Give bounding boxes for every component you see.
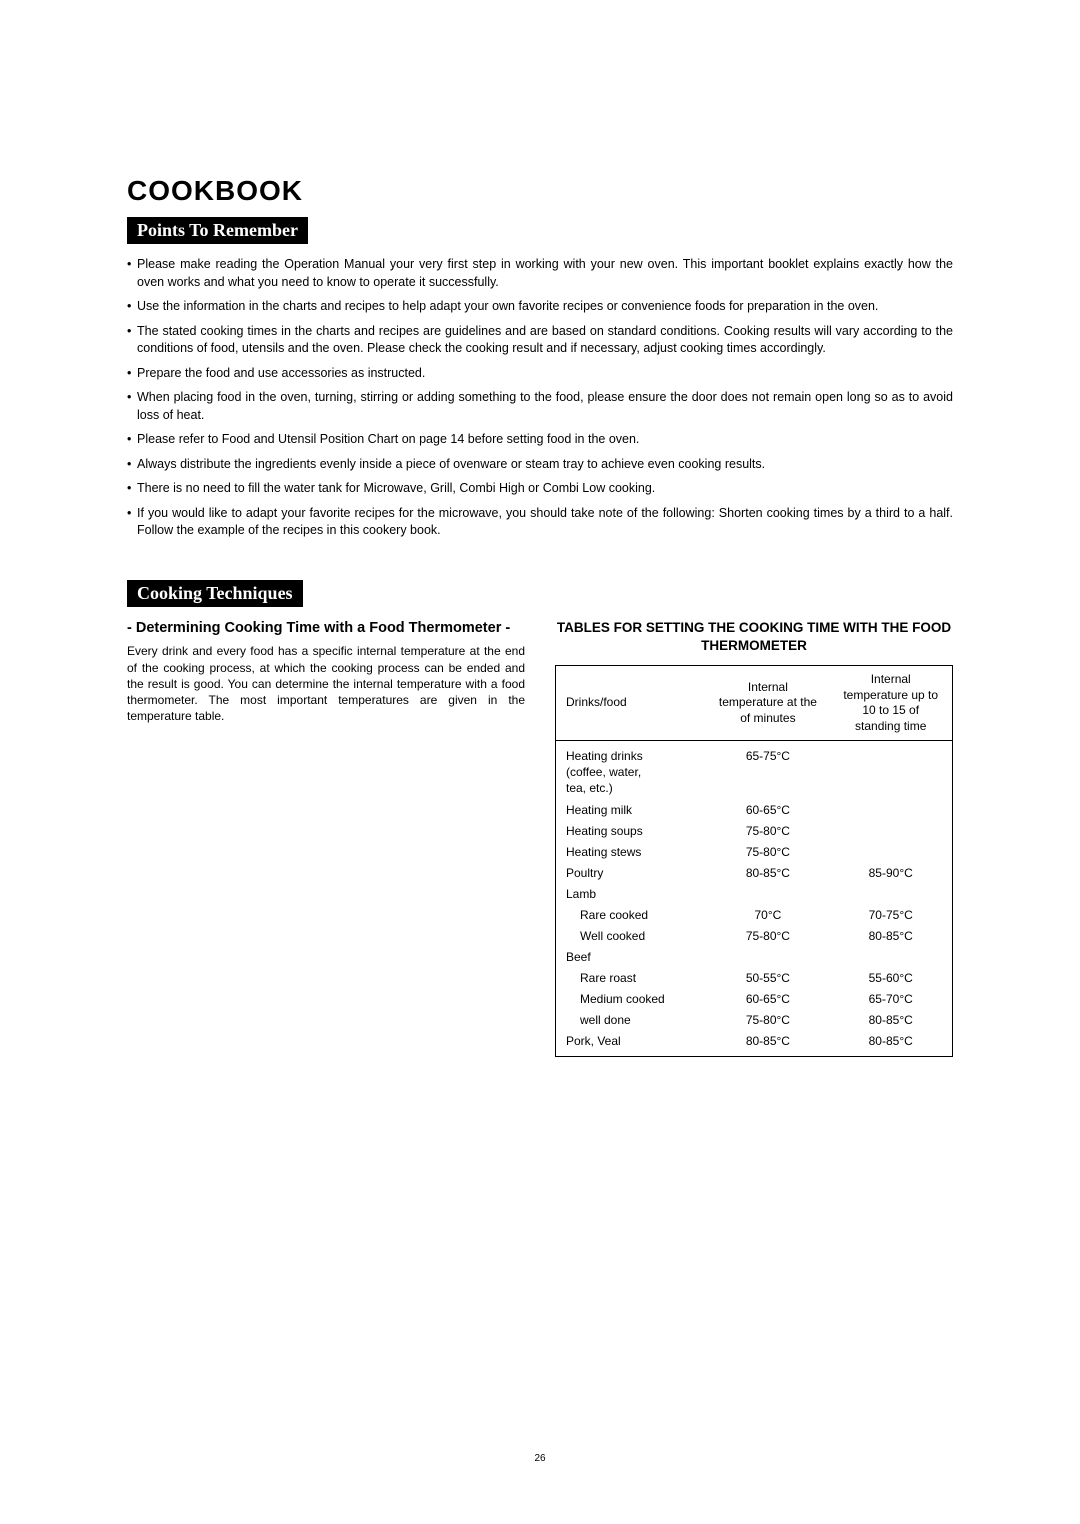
table-cell-food: Rare cooked: [556, 905, 707, 926]
bullet-item: Please refer to Food and Utensil Positio…: [127, 431, 953, 449]
table-cell-temp1: 75-80°C: [706, 1010, 829, 1031]
table-header-food: Drinks/food: [556, 665, 707, 740]
table-cell-temp2: 80-85°C: [829, 1031, 952, 1057]
table-cell-food: Lamb: [556, 884, 707, 905]
table-cell-food: Beef: [556, 947, 707, 968]
table-row: Well cooked75-80°C80-85°C: [556, 926, 953, 947]
table-cell-temp1: [706, 947, 829, 968]
page-number: 26: [534, 1453, 545, 1464]
table-cell-temp1: 80-85°C: [706, 1031, 829, 1057]
table-cell-food: Well cooked: [556, 926, 707, 947]
table-cell-temp2: [829, 842, 952, 863]
table-row: Heating soups75-80°C: [556, 821, 953, 842]
table-cell-temp1: 60-65°C: [706, 989, 829, 1010]
table-cell-temp2: 70-75°C: [829, 905, 952, 926]
body-paragraph: Every drink and every food has a specifi…: [127, 643, 525, 724]
table-cell-temp1: 75-80°C: [706, 842, 829, 863]
table-cell-temp1: [706, 884, 829, 905]
subsection-title: - Determining Cooking Time with a Food T…: [127, 619, 525, 638]
table-cell-temp2: [829, 800, 952, 821]
bullet-item: Please make reading the Operation Manual…: [127, 256, 953, 291]
bullet-item: The stated cooking times in the charts a…: [127, 323, 953, 358]
table-row: Poultry80-85°C85-90°C: [556, 863, 953, 884]
table-row: Beef: [556, 947, 953, 968]
table-cell-food: Poultry: [556, 863, 707, 884]
page-title: COOKBOOK: [127, 175, 953, 207]
table-row: Heating stews75-80°C: [556, 842, 953, 863]
table-header-temp1: Internal temperature at the of minutes: [706, 665, 829, 740]
bullet-item: Prepare the food and use accessories as …: [127, 365, 953, 383]
table-cell-temp1: 70°C: [706, 905, 829, 926]
table-cell-temp2: [829, 947, 952, 968]
table-cell-food: well done: [556, 1010, 707, 1031]
thermometer-table: Drinks/food Internal temperature at the …: [555, 665, 953, 1057]
table-cell-food: Rare roast: [556, 968, 707, 989]
table-cell-temp1: 80-85°C: [706, 863, 829, 884]
table-cell-temp1: 50-55°C: [706, 968, 829, 989]
table-cell-temp1: 60-65°C: [706, 800, 829, 821]
table-row: Heating drinks (coffee, water,tea, etc.)…: [556, 741, 953, 800]
bullet-item: When placing food in the oven, turning, …: [127, 389, 953, 424]
table-row: Pork, Veal80-85°C80-85°C: [556, 1031, 953, 1057]
table-cell-food: Heating soups: [556, 821, 707, 842]
table-title: TABLES FOR SETTING THE COOKING TIME WITH…: [555, 619, 953, 655]
bullet-item: Always distribute the ingredients evenly…: [127, 456, 953, 474]
table-cell-temp2: 55-60°C: [829, 968, 952, 989]
left-column: - Determining Cooking Time with a Food T…: [127, 619, 525, 1058]
points-bullet-list: Please make reading the Operation Manual…: [127, 256, 953, 540]
bullet-item: Use the information in the charts and re…: [127, 298, 953, 316]
table-row: well done75-80°C80-85°C: [556, 1010, 953, 1031]
right-column: TABLES FOR SETTING THE COOKING TIME WITH…: [555, 619, 953, 1058]
bullet-item: There is no need to fill the water tank …: [127, 480, 953, 498]
table-row: Medium cooked60-65°C65-70°C: [556, 989, 953, 1010]
table-cell-temp2: 80-85°C: [829, 1010, 952, 1031]
table-cell-temp1: 65-75°C: [706, 741, 829, 800]
table-cell-temp2: [829, 821, 952, 842]
table-cell-temp1: 75-80°C: [706, 821, 829, 842]
table-row: Heating milk60-65°C: [556, 800, 953, 821]
table-header-temp2: Internal temperature up to 10 to 15 of s…: [829, 665, 952, 740]
section-heading-techniques: Cooking Techniques: [127, 580, 303, 607]
table-cell-food: Heating stews: [556, 842, 707, 863]
table-cell-temp2: [829, 884, 952, 905]
bullet-item: If you would like to adapt your favorite…: [127, 505, 953, 540]
table-row: Rare roast50-55°C55-60°C: [556, 968, 953, 989]
table-cell-temp2: 80-85°C: [829, 926, 952, 947]
section-heading-points: Points To Remember: [127, 217, 308, 244]
table-cell-temp2: [829, 741, 952, 800]
table-cell-food: Heating drinks (coffee, water,tea, etc.): [556, 741, 707, 800]
table-cell-temp1: 75-80°C: [706, 926, 829, 947]
two-column-layout: - Determining Cooking Time with a Food T…: [127, 619, 953, 1058]
table-cell-temp2: 85-90°C: [829, 863, 952, 884]
table-row: Rare cooked70°C70-75°C: [556, 905, 953, 926]
table-cell-food: Pork, Veal: [556, 1031, 707, 1057]
table-cell-food: Medium cooked: [556, 989, 707, 1010]
table-cell-food: Heating milk: [556, 800, 707, 821]
table-cell-temp2: 65-70°C: [829, 989, 952, 1010]
table-row: Lamb: [556, 884, 953, 905]
